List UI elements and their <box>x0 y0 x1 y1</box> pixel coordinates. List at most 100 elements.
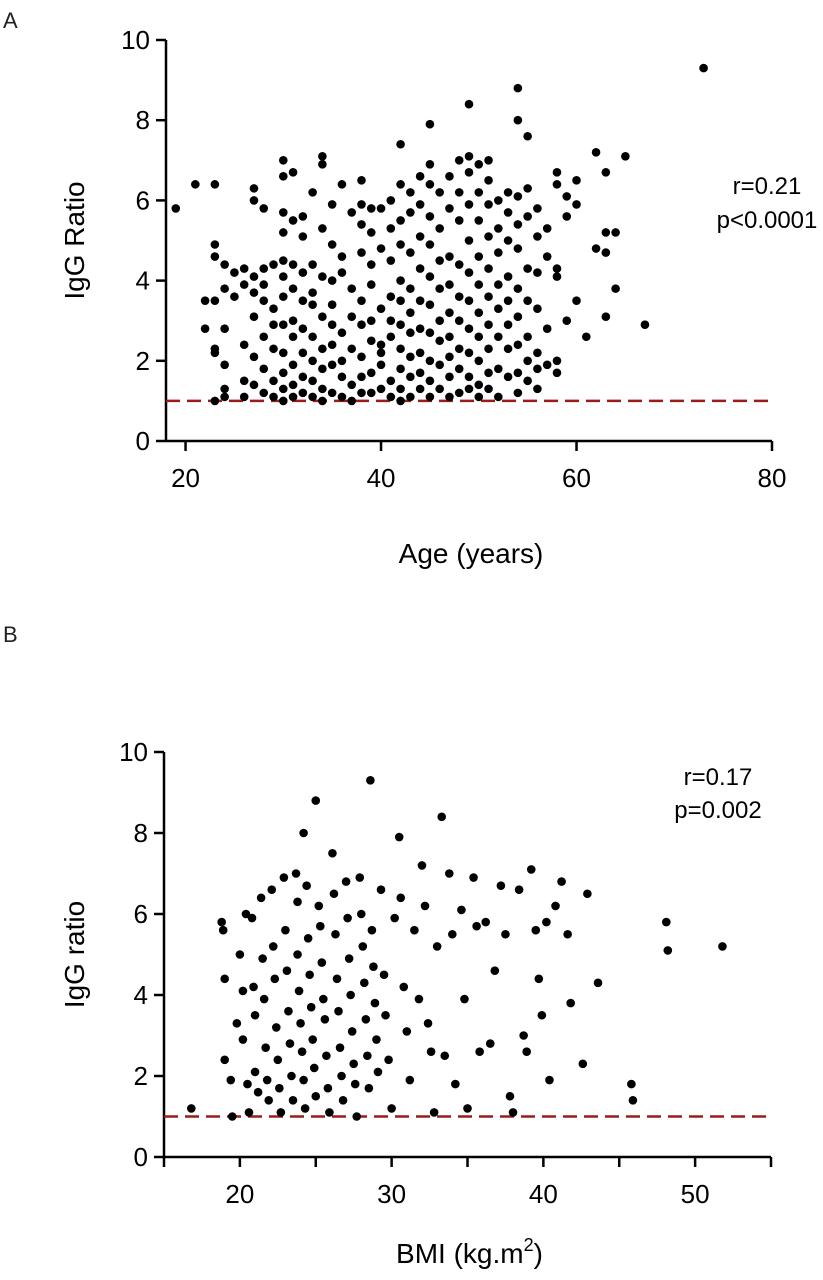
data-point <box>472 921 481 931</box>
data-point <box>264 1096 274 1105</box>
data-point <box>337 356 347 366</box>
data-point <box>542 324 552 334</box>
data-point <box>341 877 351 886</box>
data-point <box>249 196 259 205</box>
data-point <box>249 982 258 992</box>
data-point <box>276 1108 286 1117</box>
data-point <box>370 998 380 1008</box>
data-point <box>232 1019 242 1028</box>
data-point <box>372 1035 381 1044</box>
data-point <box>344 954 354 963</box>
data-point <box>318 364 327 374</box>
data-point <box>531 925 541 935</box>
x-tick-label: 80 <box>758 463 787 493</box>
data-point <box>533 304 542 313</box>
data-point <box>581 332 591 342</box>
data-point <box>293 950 302 959</box>
data-point <box>562 192 572 201</box>
data-point <box>566 998 575 1008</box>
data-point <box>259 264 269 273</box>
data-point <box>239 376 249 386</box>
data-point <box>308 376 317 386</box>
data-point <box>317 958 327 967</box>
data-point <box>220 284 229 293</box>
data-point <box>323 1083 333 1093</box>
y-tick-label: 4 <box>136 266 150 296</box>
data-point <box>191 180 200 189</box>
data-point <box>271 1023 281 1032</box>
data-point <box>268 942 278 951</box>
data-point <box>308 188 317 197</box>
data-point <box>464 372 474 382</box>
data-point <box>299 828 308 838</box>
data-point <box>288 380 298 390</box>
data-point <box>386 316 396 326</box>
data-point <box>243 1079 252 1089</box>
data-point <box>523 356 532 366</box>
data-point <box>601 168 611 177</box>
data-point <box>406 248 415 257</box>
data-point <box>220 1055 229 1065</box>
data-point <box>533 348 542 358</box>
data-point <box>298 296 308 305</box>
data-point <box>440 1051 450 1061</box>
data-point <box>593 978 603 988</box>
data-point <box>640 320 650 330</box>
data-point <box>376 885 386 894</box>
data-point <box>278 368 288 378</box>
data-point <box>508 1108 518 1117</box>
data-point <box>218 925 228 935</box>
data-point <box>269 392 278 402</box>
data-point <box>343 913 352 923</box>
data-point <box>457 905 466 915</box>
data-point <box>331 929 340 939</box>
data-point <box>396 240 405 249</box>
data-point <box>235 950 245 959</box>
data-point <box>542 360 552 370</box>
data-point <box>463 1104 472 1113</box>
data-point <box>474 188 484 197</box>
data-point <box>405 1075 415 1085</box>
data-point <box>253 1087 263 1097</box>
data-point <box>347 208 357 217</box>
data-point <box>347 344 357 354</box>
data-point <box>572 200 581 209</box>
data-point <box>454 316 464 326</box>
data-point <box>316 921 325 931</box>
data-point <box>396 276 405 285</box>
data-point <box>278 272 288 281</box>
data-point <box>425 160 435 169</box>
y-tick-label: 2 <box>136 346 150 376</box>
data-point <box>523 296 532 305</box>
data-point <box>366 228 376 237</box>
y-tick-label: 4 <box>134 980 148 1010</box>
data-point <box>298 268 308 277</box>
data-point <box>557 877 566 886</box>
data-point <box>474 160 484 169</box>
data-point <box>435 284 444 293</box>
data-point <box>281 925 290 935</box>
data-point <box>318 151 327 161</box>
data-point <box>318 312 327 321</box>
data-point <box>435 336 444 346</box>
data-point <box>241 909 251 919</box>
data-point <box>454 188 464 197</box>
data-point <box>230 268 239 277</box>
data-point <box>386 196 396 205</box>
data-point <box>250 1067 260 1077</box>
data-point <box>494 364 503 374</box>
y-tick-label: 8 <box>136 105 150 135</box>
data-point <box>267 885 277 894</box>
data-point <box>445 372 454 382</box>
data-point <box>415 232 425 241</box>
data-point <box>259 296 269 305</box>
data-point <box>386 224 396 233</box>
data-point <box>288 284 298 293</box>
data-point <box>327 276 337 285</box>
data-point <box>337 372 347 382</box>
data-point <box>464 99 474 109</box>
data-point <box>239 280 249 289</box>
data-point <box>220 324 229 334</box>
data-point <box>357 372 366 382</box>
data-point <box>406 284 415 293</box>
